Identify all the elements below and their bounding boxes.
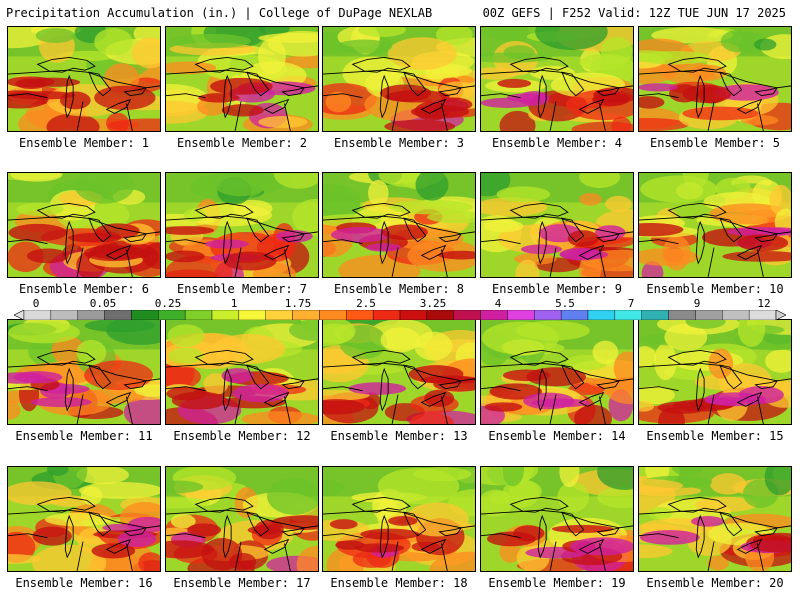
colorbar-tick-label: 7 <box>627 297 635 310</box>
colorbar-segment <box>184 310 213 320</box>
colorbar-tick-label: 9 <box>693 297 701 310</box>
colorbar-segment <box>534 310 562 320</box>
colorbar-segment <box>560 310 589 320</box>
colorbar-segment <box>453 310 481 320</box>
colorbar-segment <box>480 310 508 320</box>
ensemble-member-map <box>7 466 161 572</box>
ensemble-member-label: Ensemble Member: 11 <box>15 429 153 443</box>
colorbar-segment <box>158 310 186 320</box>
colorbar-segment <box>507 310 535 320</box>
colorbar-segment <box>104 310 132 320</box>
ensemble-member-label: Ensemble Member: 13 <box>330 429 468 443</box>
ensemble-member-label: Ensemble Member: 14 <box>488 429 626 443</box>
ensemble-member-label: Ensemble Member: 3 <box>333 136 465 150</box>
colorbar-tick-label: 2.5 <box>356 297 376 310</box>
colorbar-tick-label: 3.25 <box>419 297 447 310</box>
colorbar-tick-label: 1 <box>230 297 238 310</box>
ensemble-member-label: Ensemble Member: 9 <box>491 282 623 296</box>
ensemble-member-map <box>638 172 792 278</box>
colorbar-segment <box>346 310 374 320</box>
ensemble-member-map <box>638 319 792 425</box>
colorbar-tick-label: 0.05 <box>89 297 117 310</box>
ensemble-member-map <box>165 26 319 132</box>
precipitation-colorbar <box>14 310 786 320</box>
colorbar-segment <box>23 310 52 320</box>
ensemble-member-label: Ensemble Member: 16 <box>15 576 153 590</box>
colorbar-segment <box>131 310 159 320</box>
ensemble-member-label: Ensemble Member: 15 <box>646 429 784 443</box>
ensemble-member-map <box>165 319 319 425</box>
colorbar-segment <box>372 310 401 320</box>
colorbar-segment <box>292 310 320 320</box>
colorbar-segment <box>319 310 347 320</box>
model-run-info: 00Z GEFS | F252 Valid: 12Z TUE JUN 17 20… <box>482 6 786 20</box>
ensemble-member-label: Ensemble Member: 1 <box>18 136 150 150</box>
ensemble-member-label: Ensemble Member: 20 <box>646 576 784 590</box>
ensemble-member-map <box>322 466 476 572</box>
ensemble-member-map <box>322 172 476 278</box>
ensemble-member-label: Ensemble Member: 17 <box>173 576 311 590</box>
colorbar-tick-label: 4 <box>494 297 502 310</box>
colorbar-tick-label: 12 <box>757 297 771 310</box>
ensemble-member-label: Ensemble Member: 10 <box>646 282 784 296</box>
ensemble-member-label: Ensemble Member: 5 <box>649 136 781 150</box>
ensemble-member-map <box>165 466 319 572</box>
colorbar-segment <box>399 310 428 320</box>
ensemble-member-label: Ensemble Member: 7 <box>176 282 308 296</box>
colorbar-segment <box>238 310 266 320</box>
colorbar-tick-label: 1.75 <box>284 297 312 310</box>
colorbar-segment <box>50 310 78 320</box>
ensemble-member-label: Ensemble Member: 8 <box>333 282 465 296</box>
ensemble-member-map <box>638 26 792 132</box>
colorbar-segment <box>614 310 642 320</box>
ensemble-member-map <box>7 319 161 425</box>
map-title: Precipitation Accumulation (in.) | Colle… <box>6 6 433 20</box>
ensemble-member-map <box>480 466 634 572</box>
ensemble-member-map <box>7 172 161 278</box>
colorbar-segment <box>668 310 696 320</box>
ensemble-member-map <box>322 26 476 132</box>
ensemble-member-map <box>480 319 634 425</box>
ensemble-member-label: Ensemble Member: 12 <box>173 429 311 443</box>
ensemble-member-label: Ensemble Member: 2 <box>176 136 308 150</box>
ensemble-member-label: Ensemble Member: 18 <box>330 576 468 590</box>
ensemble-member-map <box>480 26 634 132</box>
colorbar-segment <box>211 310 240 320</box>
colorbar-segment <box>641 310 669 320</box>
colorbar-segment <box>426 310 454 320</box>
ensemble-member-map <box>322 319 476 425</box>
ensemble-member-map <box>165 172 319 278</box>
colorbar-tick-label: 0 <box>32 297 40 310</box>
colorbar-segment <box>77 310 105 320</box>
colorbar-segment <box>587 310 616 320</box>
colorbar-segment <box>265 310 293 320</box>
colorbar-segment <box>722 310 750 320</box>
colorbar-tick-label: 5.5 <box>555 297 575 310</box>
colorbar-tick-label: 0.25 <box>154 297 182 310</box>
colorbar-segment <box>748 310 777 320</box>
ensemble-member-map <box>638 466 792 572</box>
ensemble-member-map <box>7 26 161 132</box>
colorbar-segment <box>695 310 723 320</box>
ensemble-member-label: Ensemble Member: 4 <box>491 136 623 150</box>
ensemble-member-label: Ensemble Member: 19 <box>488 576 626 590</box>
ensemble-member-label: Ensemble Member: 6 <box>18 282 150 296</box>
ensemble-member-map <box>480 172 634 278</box>
